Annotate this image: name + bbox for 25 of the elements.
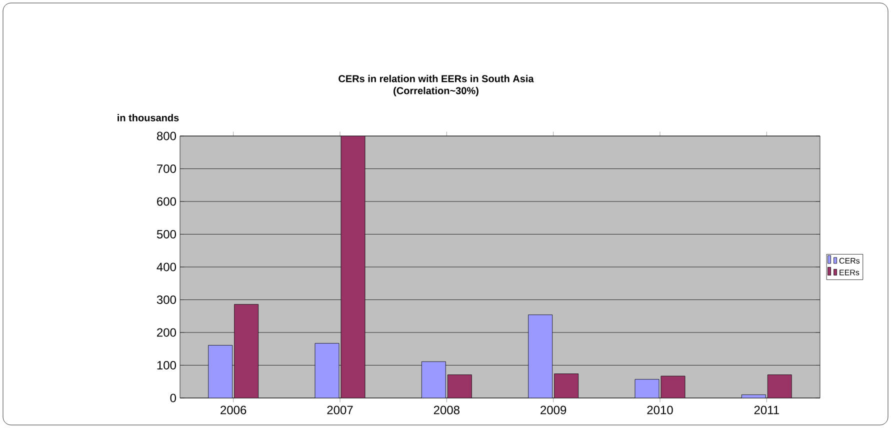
chart-subtitle: (Correlation~30%)	[394, 86, 478, 96]
legend-label: CERs	[839, 258, 860, 264]
y-tick-label: 600	[157, 197, 176, 206]
x-tick-label: 2011	[754, 406, 779, 414]
y-tick-label: 0	[170, 394, 176, 402]
x-tick-label: 2007	[327, 406, 353, 414]
bar	[634, 379, 660, 398]
legend-label: EERs	[840, 270, 860, 276]
bar	[208, 345, 233, 398]
x-tick-label: 2009	[540, 406, 566, 414]
bar	[528, 314, 553, 398]
y-axis-title: in thousands	[118, 114, 179, 122]
bar	[421, 361, 446, 398]
y-tick-label: 100	[157, 360, 176, 370]
y-tick-label: 200	[157, 328, 176, 337]
y-tick-label: 700	[157, 164, 176, 173]
x-tick-label: 2010	[647, 406, 673, 414]
chart-title: CERs in relation with EERs in South Asia	[338, 74, 534, 82]
x-tick-label: 2008	[434, 406, 460, 414]
y-tick-label: 400	[156, 262, 176, 272]
y-tick-label: 800	[156, 132, 176, 140]
x-tick-label: 2006	[220, 406, 246, 414]
y-tick-label: 300	[156, 295, 176, 304]
bar	[314, 343, 340, 398]
y-tick-label: 500	[156, 230, 176, 238]
